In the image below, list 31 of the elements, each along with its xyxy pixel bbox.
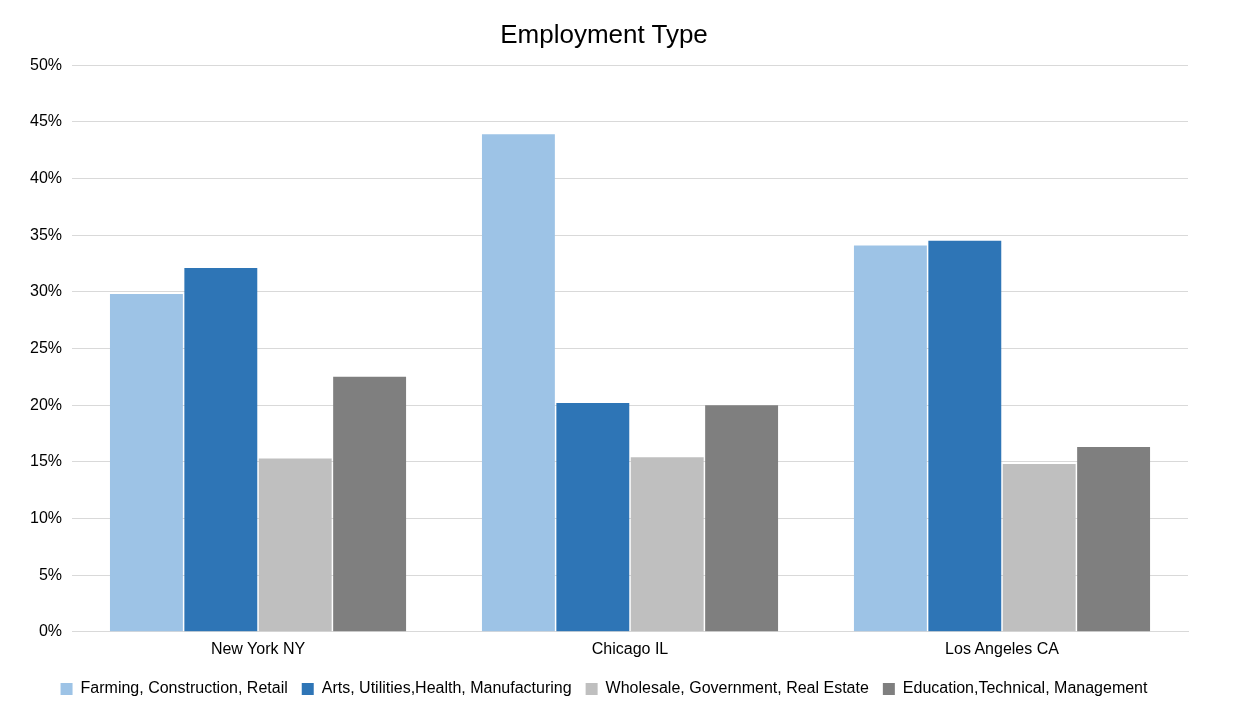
legend-label: Farming, Construction, Retail	[80, 679, 288, 697]
y-tick-label: 20%	[29, 395, 63, 413]
y-tick-label: 15%	[29, 452, 63, 470]
x-tick-label: New York NY	[210, 639, 306, 657]
bar	[1002, 464, 1076, 632]
legend-label: Wholesale, Government, Real Estate	[605, 679, 869, 697]
chart-title: Employment Type	[500, 18, 708, 49]
bar	[258, 458, 332, 632]
y-tick-label: 5%	[38, 565, 63, 583]
bar	[556, 402, 630, 632]
y-tick-label: 25%	[29, 338, 63, 356]
bar	[333, 376, 407, 632]
bar	[109, 294, 183, 632]
x-tick-label: Los Angeles CA	[945, 639, 1060, 657]
y-tick-label: 40%	[29, 168, 63, 186]
x-tick-label: Chicago IL	[591, 639, 669, 657]
y-tick-label: 30%	[29, 282, 63, 300]
bar	[481, 134, 555, 632]
bar	[705, 405, 779, 632]
legend-label: Arts, Utilities,Health, Manufacturing	[321, 679, 572, 697]
bar	[853, 245, 927, 632]
bar	[630, 457, 704, 632]
legend-label: Education,Technical, Management	[902, 679, 1148, 697]
y-tick-label: 45%	[29, 112, 63, 130]
bar	[184, 268, 258, 632]
y-tick-label: 50%	[29, 55, 63, 73]
y-tick-label: 0%	[38, 622, 63, 640]
bar	[928, 240, 1002, 632]
bar	[1077, 447, 1151, 632]
y-tick-label: 35%	[29, 225, 63, 243]
y-tick-label: 10%	[29, 508, 63, 526]
